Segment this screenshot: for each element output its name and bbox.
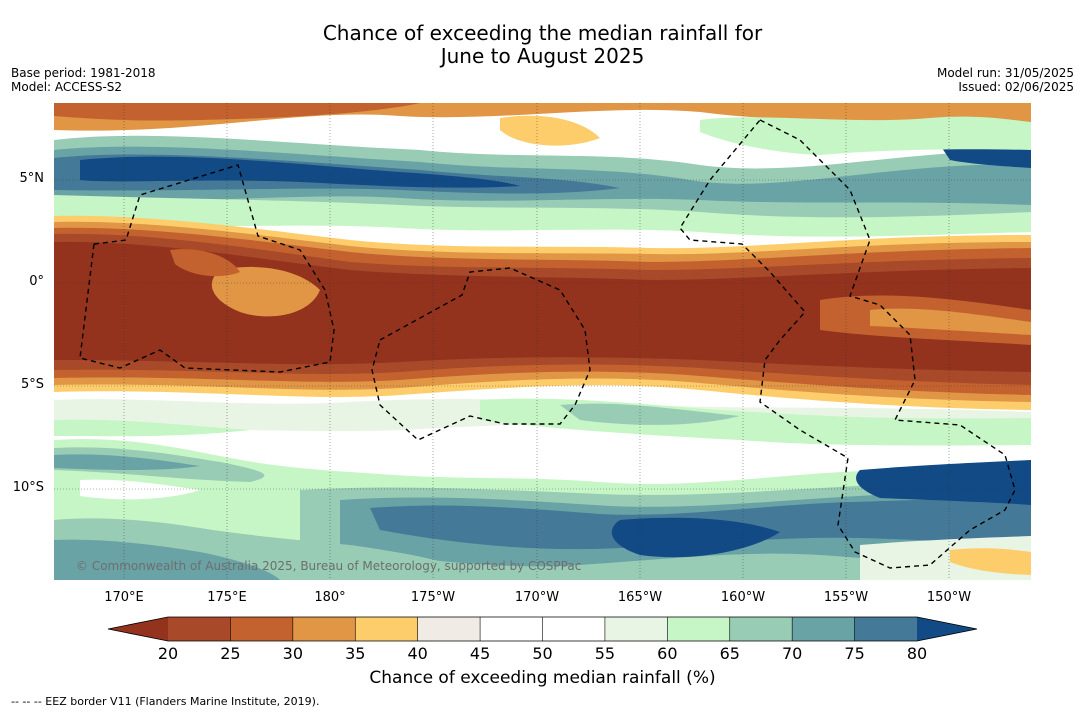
lon-label-150w: 150°W bbox=[926, 590, 972, 605]
colorbar-tick-label: 70 bbox=[781, 644, 803, 663]
colorbar-tick-label: 35 bbox=[345, 644, 366, 663]
lat-label-10s: 10°S bbox=[12, 480, 44, 495]
model-run: Model run: 31/05/2025 bbox=[936, 66, 1074, 80]
model-name: Model: ACCESS-S2 bbox=[11, 80, 123, 94]
lon-label-170w: 170°W bbox=[514, 590, 560, 605]
lon-label-160w: 160°W bbox=[720, 590, 766, 605]
lon-label-155w: 155°W bbox=[823, 590, 869, 605]
colorbar-cell bbox=[168, 617, 231, 641]
title-line-2: June to August 2025 bbox=[440, 44, 645, 68]
colorbar-cell bbox=[729, 617, 793, 641]
colorbar-cell bbox=[417, 617, 481, 641]
colorbar-cell bbox=[542, 617, 606, 641]
colorbar-tick-label: 50 bbox=[532, 644, 553, 663]
colorbar-tick-label: 75 bbox=[844, 644, 865, 663]
colorbar-cells bbox=[168, 617, 918, 641]
colorbar-label: Chance of exceeding median rainfall (%) bbox=[369, 668, 716, 688]
colorbar-cell bbox=[854, 617, 918, 641]
colorbar-cell bbox=[480, 617, 543, 641]
colorbar-high-extension bbox=[917, 617, 977, 641]
base-period: Base period: 1981-2018 bbox=[11, 66, 156, 80]
colorbar-cell bbox=[292, 617, 356, 641]
colorbar-low-extension bbox=[108, 617, 168, 641]
lon-label-170e: 170°E bbox=[104, 590, 144, 605]
eez-footnote: -- -- -- EEZ border V11 (Flanders Marine… bbox=[11, 695, 320, 708]
lat-label-5n: 5°N bbox=[19, 171, 45, 186]
colorbar-tick-label: 25 bbox=[220, 644, 241, 663]
colorbar-tick-label: 30 bbox=[282, 644, 303, 663]
lon-label-175e: 175°E bbox=[207, 590, 247, 605]
lat-label-0: 0° bbox=[29, 274, 44, 289]
chart-title: Chance of exceeding the median rainfall … bbox=[0, 22, 1085, 68]
meta-left: Base period: 1981-2018 Model: ACCESS-S2 bbox=[11, 66, 156, 94]
lat-label-5s: 5°S bbox=[20, 377, 44, 392]
lon-label-180: 180° bbox=[314, 590, 346, 605]
meta-right: Model run: 31/05/2025 Issued: 02/06/2025 bbox=[937, 66, 1074, 94]
colorbar-cell bbox=[604, 617, 668, 641]
colorbar-cell bbox=[792, 617, 856, 641]
colorbar-cell bbox=[230, 617, 294, 641]
colorbar-tick-label: 55 bbox=[594, 644, 616, 663]
colorbar-tick-label: 60 bbox=[657, 644, 678, 663]
graticule bbox=[54, 103, 1031, 580]
colorbar-tick-label: 45 bbox=[469, 644, 491, 663]
colorbar-cell bbox=[355, 617, 419, 641]
colorbar-tick-label: 20 bbox=[157, 644, 179, 663]
map-field bbox=[54, 103, 1031, 580]
colorbar-tick-label: 65 bbox=[719, 644, 740, 663]
colorbar-tick-label: 80 bbox=[906, 644, 928, 663]
lon-label-165w: 165°W bbox=[617, 590, 663, 605]
colorbar-cell bbox=[667, 617, 731, 641]
title-line-1: Chance of exceeding the median rainfall … bbox=[322, 21, 763, 45]
eez-borders bbox=[79, 119, 1016, 569]
colorbar-tick-label: 40 bbox=[407, 644, 428, 663]
copyright-watermark: © Commonwealth of Australia 2025, Bureau… bbox=[76, 559, 582, 573]
lon-label-175w: 175°W bbox=[410, 590, 456, 605]
issued-date: Issued: 02/06/2025 bbox=[958, 80, 1074, 94]
